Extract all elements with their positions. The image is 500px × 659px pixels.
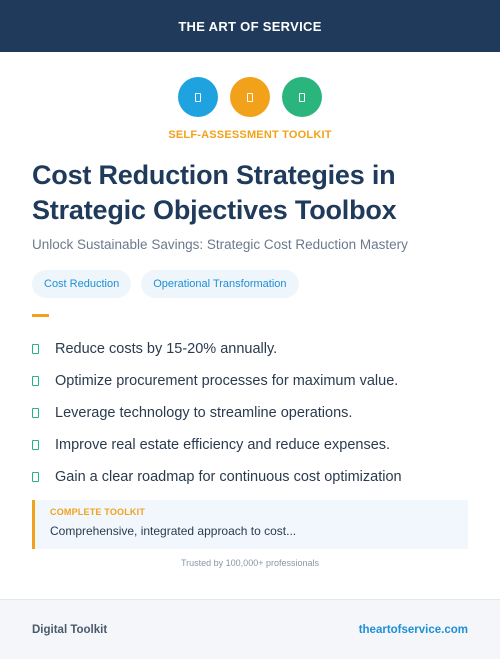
- document-icon: [195, 92, 201, 102]
- benefit-list: Reduce costs by 15-20% annually. Optimiz…: [32, 333, 472, 493]
- website-link[interactable]: theartofservice.com: [358, 623, 468, 636]
- benefit-text: Optimize procurement processes for maxim…: [55, 373, 399, 389]
- check-icon: [32, 408, 39, 418]
- complete-toolkit-callout: COMPLETE TOOLKIT Comprehensive, integrat…: [32, 500, 468, 549]
- document-icon-orange: [230, 77, 270, 117]
- page-title: Cost Reduction Strategies in Strategic O…: [32, 158, 472, 228]
- benefit-item: Reduce costs by 15-20% annually.: [32, 333, 472, 365]
- brand-title: THE ART OF SERVICE: [178, 18, 322, 34]
- document-icon-green: [282, 77, 322, 117]
- check-icon: [32, 440, 39, 450]
- subtitle: Unlock Sustainable Savings: Strategic Co…: [32, 237, 408, 252]
- kicker-label: SELF-ASSESSMENT TOOLKIT: [168, 129, 332, 141]
- tag-list: Cost Reduction Operational Transformatio…: [32, 270, 299, 298]
- benefit-item: Improve real estate efficiency and reduc…: [32, 429, 472, 461]
- top-banner: THE ART OF SERVICE: [0, 0, 500, 52]
- icon-row: [0, 77, 500, 117]
- benefit-text: Reduce costs by 15-20% annually.: [55, 341, 278, 357]
- accent-divider: [32, 314, 49, 317]
- document-icon: [299, 92, 305, 102]
- tag-operational-transformation[interactable]: Operational Transformation: [141, 270, 299, 298]
- tag-cost-reduction[interactable]: Cost Reduction: [32, 270, 132, 298]
- callout-label: COMPLETE TOOLKIT: [50, 507, 146, 517]
- title-line-2: Strategic Objectives Toolbox: [32, 195, 397, 225]
- check-icon: [32, 344, 39, 354]
- footer-product-type: Digital Toolkit: [32, 623, 108, 636]
- benefit-item: Leverage technology to streamline operat…: [32, 397, 472, 429]
- check-icon: [32, 472, 39, 482]
- document-icon-blue: [178, 77, 218, 117]
- benefit-text: Gain a clear roadmap for continuous cost…: [55, 469, 402, 485]
- benefit-text: Leverage technology to streamline operat…: [55, 405, 353, 421]
- benefit-item: Optimize procurement processes for maxim…: [32, 365, 472, 397]
- benefit-item: Gain a clear roadmap for continuous cost…: [32, 461, 472, 493]
- check-icon: [32, 376, 39, 386]
- document-icon: [247, 92, 253, 102]
- title-line-1: Cost Reduction Strategies in: [32, 160, 396, 190]
- footer: Digital Toolkit theartofservice.com: [0, 599, 500, 659]
- benefit-text: Improve real estate efficiency and reduc…: [55, 437, 391, 453]
- callout-text: Comprehensive, integrated approach to co…: [50, 524, 297, 538]
- trusted-note: Trusted by 100,000+ professionals: [180, 558, 319, 568]
